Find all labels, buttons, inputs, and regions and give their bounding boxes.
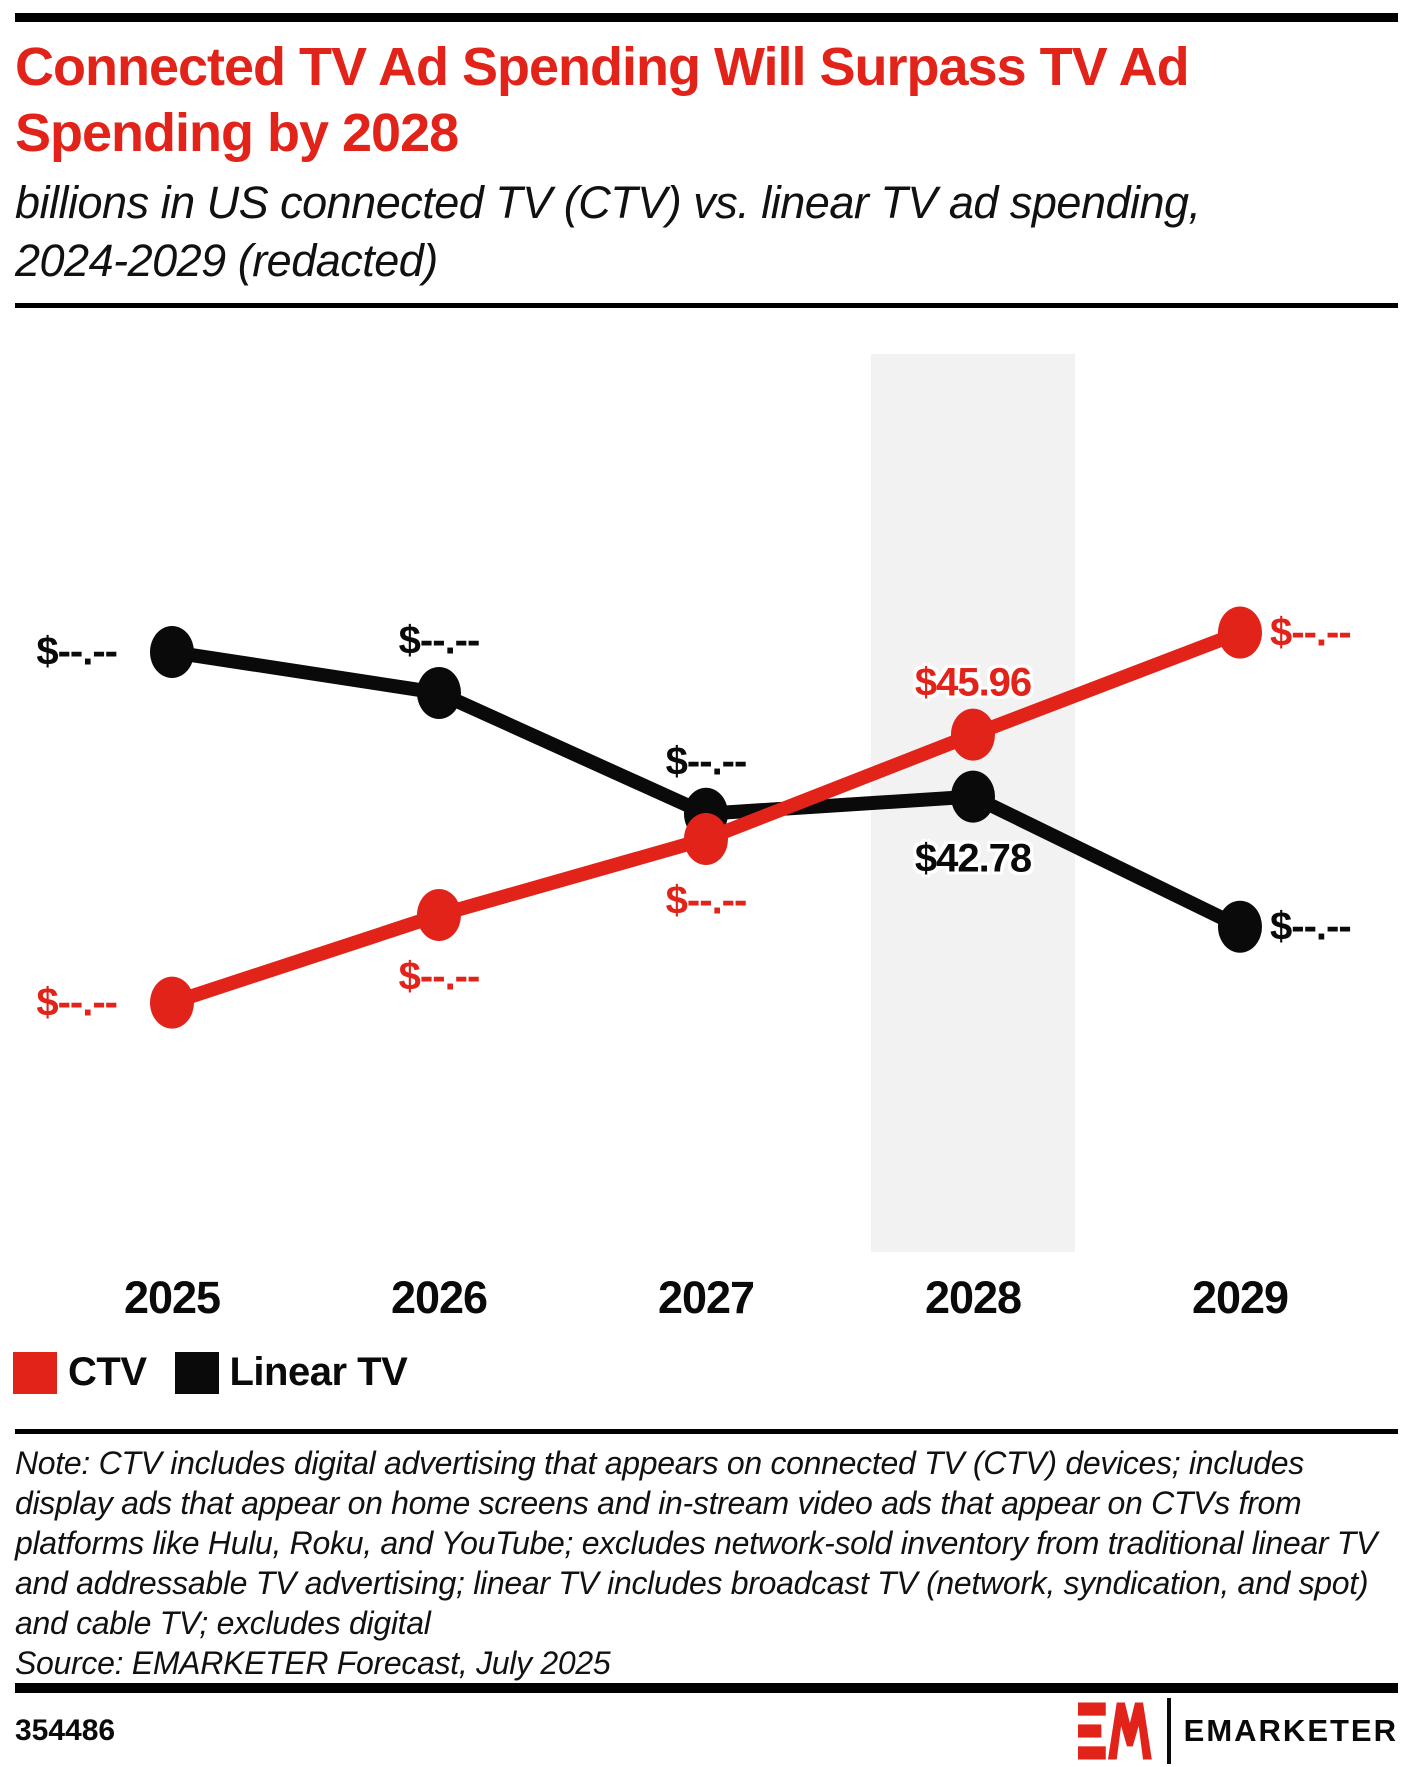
linear-tv-point-2025 xyxy=(150,626,194,679)
linear-tv-point-2029 xyxy=(1218,900,1262,953)
emarketer-monogram-icon xyxy=(1077,1702,1152,1760)
line-chart xyxy=(150,354,1262,1252)
ctv-point-2025 xyxy=(150,976,194,1029)
ctv-point-2026 xyxy=(417,889,461,942)
footnotes: Note: CTV includes digital advertising t… xyxy=(15,1443,1385,1683)
legend-item-ctv: CTV xyxy=(13,1350,147,1395)
source-text: Source: EMARKETER Forecast, July 2025 xyxy=(15,1645,611,1681)
footnote-divider xyxy=(15,1429,1398,1434)
legend: CTV Linear TV xyxy=(13,1350,408,1395)
chart-id: 354486 xyxy=(15,1714,116,1747)
ctv-point-2027 xyxy=(684,813,728,866)
emarketer-logo: EMARKETER xyxy=(1077,1698,1398,1764)
ctv-point-2029 xyxy=(1218,606,1262,659)
chart-title: Connected TV Ad Spending Will Surpass TV… xyxy=(15,37,1190,163)
header-divider xyxy=(15,303,1398,308)
top-divider-bar xyxy=(15,13,1398,22)
emarketer-wordmark: EMARKETER xyxy=(1183,1713,1398,1748)
legend-label-linear-tv: Linear TV xyxy=(229,1350,408,1394)
linear-tv-point-2026 xyxy=(417,666,461,719)
footer-divider-bar xyxy=(15,1683,1398,1693)
ctv-swatch xyxy=(13,1351,57,1394)
chart-subtitle: billions in US connected TV (CTV) vs. li… xyxy=(15,177,1201,286)
ctv-point-2028 xyxy=(951,708,995,761)
logo-separator xyxy=(1166,1698,1171,1764)
linear-tv-swatch xyxy=(174,1351,219,1394)
legend-item-linear-tv: Linear TV xyxy=(174,1350,408,1395)
note-text: Note: CTV includes digital advertising t… xyxy=(15,1445,1378,1641)
legend-label-ctv: CTV xyxy=(68,1350,147,1394)
linear-tv-point-2028 xyxy=(951,770,995,823)
